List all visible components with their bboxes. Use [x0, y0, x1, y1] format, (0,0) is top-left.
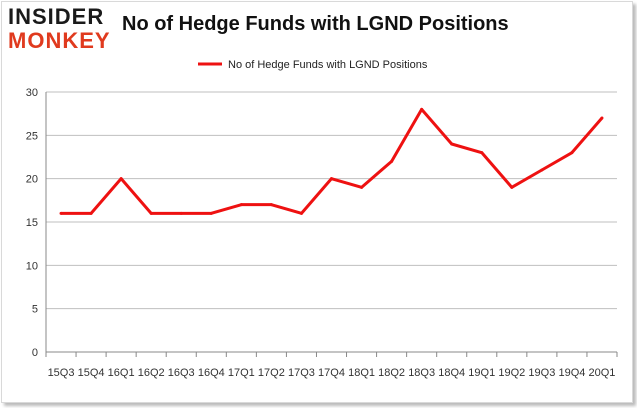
logo-line-2: MONKEY — [8, 28, 111, 53]
series-layer — [59, 107, 604, 215]
data-point — [149, 211, 153, 215]
data-point — [269, 203, 273, 207]
data-point — [239, 203, 243, 207]
legend: No of Hedge Funds with LGND Positions — [198, 59, 428, 71]
data-point — [570, 151, 574, 155]
data-point — [480, 151, 484, 155]
x-tick-label: 15Q3 — [48, 367, 75, 379]
data-point — [59, 211, 63, 215]
grid — [46, 91, 617, 310]
x-tick-label: 17Q3 — [288, 367, 315, 379]
x-tick-label: 18Q4 — [438, 367, 465, 379]
x-tick-labels: 15Q3 15Q4 16Q1 16Q2 16Q3 16Q4 17Q1 17Q2 17Q3 17Q4… — [48, 367, 616, 379]
x-tick-label: 16Q1 — [108, 367, 135, 379]
x-tick-label: 17Q4 — [318, 367, 345, 379]
data-point — [330, 177, 333, 181]
data-point — [299, 211, 303, 215]
data-point — [450, 142, 454, 146]
series-line — [61, 107, 604, 215]
y-tick-label: 10 — [26, 260, 38, 272]
data-point — [89, 211, 93, 215]
data-point — [510, 185, 514, 189]
data-point — [179, 211, 183, 215]
data-point — [209, 211, 213, 215]
x-tick-label: 18Q2 — [378, 367, 405, 379]
data-point — [390, 159, 394, 163]
chart-frame — [1, 1, 633, 403]
data-point — [119, 177, 123, 181]
x-tick-label: 20Q1 — [589, 367, 616, 379]
x-tick-label: 19Q2 — [498, 367, 525, 379]
y-tick-label: 15 — [26, 217, 38, 229]
x-tick-label: 18Q3 — [408, 367, 435, 379]
x-tick-label: 16Q4 — [198, 367, 225, 379]
y-tick-label: 0 — [32, 347, 38, 359]
x-tick-label: 17Q1 — [228, 367, 255, 379]
x-tick-label: 15Q4 — [78, 367, 105, 379]
x-tick-label: 16Q3 — [168, 367, 195, 379]
logo-line-1: INSIDER — [8, 4, 105, 29]
data-point — [600, 116, 604, 120]
x-tick-label: 19Q3 — [528, 367, 555, 379]
y-tick-label: 25 — [26, 130, 38, 142]
data-point — [360, 185, 364, 189]
x-tick-label: 19Q1 — [468, 367, 495, 379]
chart-title: No of Hedge Funds with LGND Positions — [122, 13, 509, 35]
y-tick-label: 20 — [26, 174, 38, 186]
x-tick-label: 19Q4 — [558, 367, 585, 379]
data-point — [420, 107, 424, 111]
y-tick-label: 5 — [32, 304, 38, 316]
insider-monkey-logo: INSIDER MONKEY — [8, 4, 118, 54]
x-tick-label: 17Q2 — [258, 367, 285, 379]
data-point — [540, 168, 544, 172]
legend-label: No of Hedge Funds with LGND Positions — [228, 59, 428, 71]
y-tick-labels: 0 5 10 15 20 25 30 — [26, 87, 38, 359]
x-tick-label: 18Q1 — [348, 367, 375, 379]
x-tick-label: 16Q2 — [138, 367, 165, 379]
y-tick-label: 30 — [26, 87, 38, 99]
axes — [45, 92, 618, 357]
